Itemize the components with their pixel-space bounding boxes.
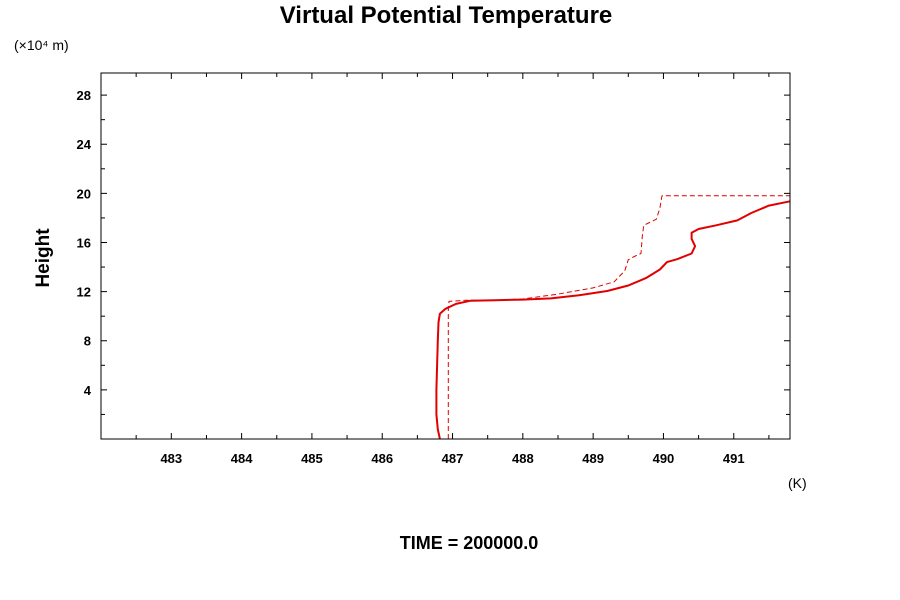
series-line-solid (435, 200, 791, 440)
y-tick-label: 4 (84, 383, 92, 398)
x-tick-label: 488 (512, 451, 534, 466)
y-tick-label: 16 (77, 235, 91, 250)
x-tick-label: 489 (582, 451, 604, 466)
y-tick-label: 12 (77, 285, 91, 300)
y-unit-label: (×10⁴ m) (14, 37, 69, 53)
chart-title: Virtual Potential Temperature (280, 2, 613, 29)
x-tick-label: 484 (231, 451, 253, 466)
plot-frame (100, 72, 791, 440)
series-line-dashed (447, 195, 790, 439)
x-tick-label: 483 (160, 451, 182, 466)
y-tick-label: 20 (77, 186, 91, 201)
axis-ticks: 483 484 485 486 487 488 489 490 491 4 8 12 16 20 24 28 (77, 73, 790, 466)
y-axis-title: Height (33, 228, 54, 288)
x-tick-label: 486 (371, 451, 393, 466)
y-tick-label: 24 (77, 137, 92, 152)
y-tick-label: 28 (77, 88, 91, 103)
x-tick-label: 487 (442, 451, 464, 466)
y-tick-label: 8 (84, 334, 91, 349)
time-footer: TIME = 200000.0 (400, 533, 539, 553)
x-tick-label: 490 (653, 451, 675, 466)
x-tick-label: 485 (301, 451, 323, 466)
x-tick-label: 491 (723, 451, 745, 466)
series-layer (435, 195, 791, 440)
x-unit-label: (K) (788, 475, 807, 491)
